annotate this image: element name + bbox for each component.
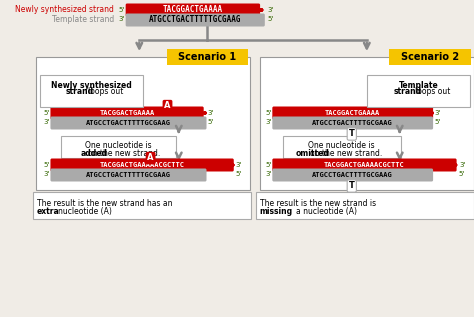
Text: T: T — [349, 130, 355, 139]
FancyBboxPatch shape — [273, 158, 456, 171]
Text: added: added — [81, 148, 108, 158]
FancyBboxPatch shape — [367, 75, 470, 107]
FancyBboxPatch shape — [166, 49, 248, 65]
FancyBboxPatch shape — [283, 136, 401, 158]
Text: Newly synthesized strand: Newly synthesized strand — [15, 5, 114, 15]
Text: strand: strand — [393, 87, 421, 96]
Text: 3': 3' — [459, 162, 465, 168]
Text: TACGGACTGAAAA: TACGGACTGAAAA — [100, 110, 155, 116]
Text: 3': 3' — [267, 7, 273, 13]
FancyBboxPatch shape — [126, 3, 260, 16]
Text: on the new strand.: on the new strand. — [310, 148, 382, 158]
Text: 3': 3' — [44, 171, 50, 177]
Text: TACGGACTGAAAACGCTTC: TACGGACTGAAAACGCTTC — [324, 162, 405, 168]
FancyBboxPatch shape — [273, 107, 433, 120]
Text: A: A — [147, 153, 154, 163]
Text: The result is the new strand is: The result is the new strand is — [260, 199, 376, 208]
Text: Template strand: Template strand — [52, 15, 114, 23]
Text: TACGGACTGAAAA: TACGGACTGAAAA — [325, 110, 380, 116]
Text: 5': 5' — [118, 7, 125, 13]
Text: A: A — [164, 101, 171, 111]
FancyBboxPatch shape — [50, 107, 204, 120]
Text: 3': 3' — [44, 119, 50, 125]
Text: ATGCCTGACTTTTTGCGAAG: ATGCCTGACTTTTTGCGAAG — [86, 172, 171, 178]
FancyBboxPatch shape — [126, 14, 265, 27]
Text: nucleotide (A): nucleotide (A) — [58, 207, 112, 216]
Text: ATGCCTGACTTTTTGCGAAG: ATGCCTGACTTTTTGCGAAG — [149, 16, 241, 24]
Text: 5': 5' — [459, 171, 465, 177]
Text: missing: missing — [260, 207, 293, 216]
Text: a nucleotide (A): a nucleotide (A) — [296, 207, 357, 216]
Text: One nucleotide is: One nucleotide is — [85, 141, 152, 151]
Text: 5': 5' — [44, 110, 50, 116]
Text: 3': 3' — [435, 110, 441, 116]
Text: Scenario 1: Scenario 1 — [178, 52, 236, 62]
Text: 5': 5' — [265, 110, 272, 116]
Text: T: T — [349, 182, 355, 191]
Text: 3': 3' — [265, 171, 272, 177]
Text: 5': 5' — [207, 119, 213, 125]
FancyBboxPatch shape — [50, 158, 234, 171]
Text: Newly synthesized: Newly synthesized — [51, 81, 132, 89]
Text: 5': 5' — [435, 119, 441, 125]
Text: loops out: loops out — [415, 87, 450, 96]
FancyBboxPatch shape — [389, 49, 471, 65]
Text: ATGCCTGACTTTTGCGAAG: ATGCCTGACTTTTGCGAAG — [312, 172, 393, 178]
FancyBboxPatch shape — [36, 57, 250, 190]
Text: 3': 3' — [235, 162, 242, 168]
FancyBboxPatch shape — [50, 169, 207, 182]
Text: 3': 3' — [265, 119, 272, 125]
FancyBboxPatch shape — [256, 192, 474, 219]
Text: 5': 5' — [235, 171, 241, 177]
Text: TACGGACTGAAAAACGCTTC: TACGGACTGAAAAACGCTTC — [100, 162, 184, 168]
FancyBboxPatch shape — [50, 117, 207, 130]
FancyBboxPatch shape — [61, 136, 176, 158]
Text: Template: Template — [399, 81, 438, 89]
Text: ATGCCTGACTTTTGCGAAG: ATGCCTGACTTTTGCGAAG — [312, 120, 393, 126]
Text: extra: extra — [37, 207, 60, 216]
Text: on the new strand.: on the new strand. — [88, 148, 160, 158]
Text: omitted: omitted — [295, 148, 329, 158]
Text: One nucleotide is: One nucleotide is — [308, 141, 375, 151]
FancyBboxPatch shape — [273, 117, 433, 130]
Text: ATGCCTGACTTTTTGCGAAG: ATGCCTGACTTTTTGCGAAG — [86, 120, 171, 126]
Text: 5': 5' — [44, 162, 50, 168]
Text: 5': 5' — [267, 16, 273, 22]
FancyBboxPatch shape — [260, 57, 474, 190]
Text: 3': 3' — [207, 110, 213, 116]
Text: Scenario 2: Scenario 2 — [401, 52, 459, 62]
Text: TACGGACTGAAAA: TACGGACTGAAAA — [163, 5, 223, 15]
Text: loops out: loops out — [88, 87, 123, 96]
Text: 3': 3' — [118, 16, 125, 22]
Text: strand: strand — [66, 87, 94, 96]
FancyBboxPatch shape — [273, 169, 433, 182]
Text: The result is the new strand has an: The result is the new strand has an — [37, 199, 173, 208]
FancyBboxPatch shape — [40, 75, 143, 107]
Text: 5': 5' — [265, 162, 272, 168]
FancyBboxPatch shape — [33, 192, 251, 219]
